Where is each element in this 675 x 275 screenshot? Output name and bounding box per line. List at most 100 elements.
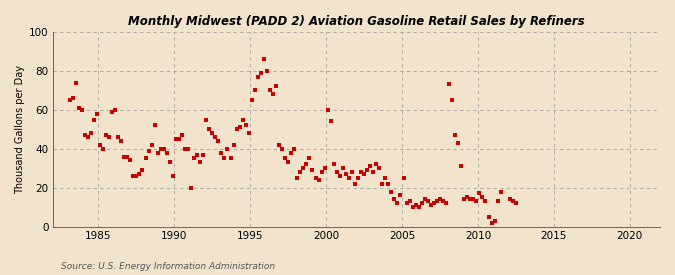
Title: Monthly Midwest (PADD 2) Aviation Gasoline Retail Sales by Refiners: Monthly Midwest (PADD 2) Aviation Gasoli… (128, 15, 585, 28)
Point (313, 178, 324, 182)
Point (204, 127, 215, 131)
Point (222, 147, 233, 151)
Point (128, 174, 139, 178)
Point (98, 147, 109, 151)
Point (161, 150, 172, 155)
Point (173, 137, 184, 141)
Point (508, 199, 518, 204)
Point (456, 164, 466, 169)
Point (401, 201, 412, 205)
Point (104, 135, 115, 139)
Point (437, 199, 448, 204)
Point (165, 160, 176, 164)
Point (101, 133, 111, 137)
Point (64, 98, 75, 102)
Point (86, 131, 97, 135)
Point (289, 147, 300, 151)
Point (453, 141, 464, 145)
Point (358, 172, 369, 176)
Point (328, 162, 339, 166)
Point (261, 69, 272, 73)
Point (462, 195, 472, 200)
Point (492, 199, 503, 204)
Point (495, 189, 506, 194)
Point (167, 174, 178, 178)
Point (443, 82, 454, 87)
Point (413, 205, 424, 209)
Point (180, 147, 190, 151)
Point (201, 117, 212, 122)
Point (295, 170, 306, 174)
Point (407, 205, 418, 209)
Point (340, 172, 351, 176)
Point (319, 166, 330, 170)
Point (346, 170, 357, 174)
Point (423, 199, 433, 204)
Point (459, 197, 470, 202)
Point (474, 191, 485, 196)
Point (477, 195, 488, 200)
Point (82, 135, 93, 139)
Text: Source: U.S. Energy Information Administration: Source: U.S. Energy Information Administ… (61, 262, 275, 271)
Point (265, 88, 275, 92)
Point (113, 135, 124, 139)
Point (171, 137, 182, 141)
Point (489, 219, 500, 223)
Point (252, 75, 263, 79)
Point (450, 133, 460, 137)
Point (225, 156, 236, 161)
Point (392, 201, 403, 205)
Point (195, 160, 206, 164)
Point (122, 154, 133, 159)
Point (219, 156, 230, 161)
Point (283, 160, 294, 164)
Point (510, 201, 521, 205)
Point (435, 197, 446, 202)
Point (267, 92, 278, 97)
Point (404, 199, 415, 204)
Point (383, 182, 394, 186)
Point (298, 166, 308, 170)
Point (228, 143, 239, 147)
Point (216, 150, 227, 155)
Point (107, 109, 117, 114)
Point (137, 168, 148, 172)
Point (334, 174, 345, 178)
Point (198, 152, 209, 157)
Point (80, 133, 90, 137)
Point (189, 156, 200, 161)
Point (131, 174, 142, 178)
Point (374, 166, 385, 170)
Point (425, 203, 436, 207)
Point (416, 201, 427, 205)
Point (286, 150, 296, 155)
Point (116, 139, 127, 143)
Point (352, 176, 363, 180)
Point (95, 143, 105, 147)
Y-axis label: Thousand Gallons per Day: Thousand Gallons per Day (15, 65, 25, 194)
Point (377, 182, 387, 186)
Point (119, 154, 130, 159)
Point (110, 108, 121, 112)
Point (331, 170, 342, 174)
Point (350, 182, 360, 186)
Point (207, 131, 218, 135)
Point (125, 158, 136, 163)
Point (76, 108, 87, 112)
Point (338, 166, 348, 170)
Point (149, 123, 160, 128)
Point (70, 80, 81, 85)
Point (186, 185, 196, 190)
Point (486, 221, 497, 225)
Point (210, 135, 221, 139)
Point (177, 133, 188, 137)
Point (240, 123, 251, 128)
Point (380, 176, 391, 180)
Point (322, 108, 333, 112)
Point (386, 189, 397, 194)
Point (192, 152, 202, 157)
Point (304, 156, 315, 161)
Point (431, 199, 442, 204)
Point (146, 143, 157, 147)
Point (471, 199, 482, 204)
